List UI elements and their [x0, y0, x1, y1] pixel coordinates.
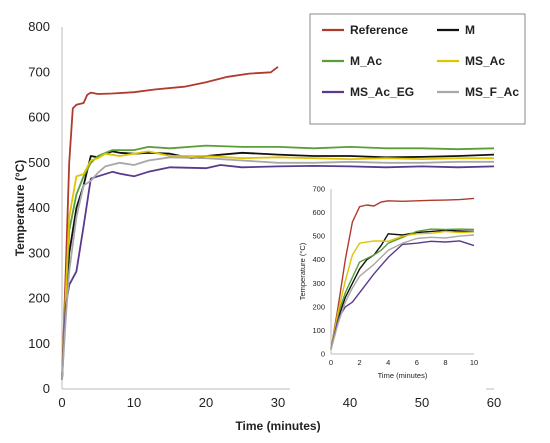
- x-tick-label: 40: [343, 395, 357, 410]
- legend: Reference M M_Ac MS_Ac MS_Ac_EG MS_F_Ac: [309, 13, 526, 125]
- inset-series-ms-ac-eg: [330, 240, 475, 350]
- y-tick-label: 300: [28, 245, 50, 260]
- inset-background: [290, 178, 486, 390]
- x-axis-title: Time (minutes): [235, 419, 320, 433]
- legend-box: [309, 13, 526, 125]
- inset-y-tick-label: 300: [312, 279, 325, 288]
- inset-series-m-ac: [330, 228, 475, 350]
- y-tick-label: 600: [28, 110, 50, 125]
- inset-x-axis-title: Time (minutes): [378, 371, 428, 380]
- y-tick-label: 800: [28, 19, 50, 34]
- x-tick-label: 50: [415, 395, 429, 410]
- inset-x-tick-label: 10: [470, 358, 478, 367]
- inset-x-tick-label: 6: [415, 358, 419, 367]
- series-reference: [61, 66, 279, 380]
- inset-y-tick-label: 700: [312, 185, 325, 194]
- x-tick-label: 30: [271, 395, 285, 410]
- legend-label: Reference: [350, 23, 408, 37]
- x-tick-label: 60: [487, 395, 501, 410]
- x-tick-label: 10: [127, 395, 141, 410]
- inset-x-tick-label: 2: [358, 358, 362, 367]
- inset-series-m: [330, 229, 475, 350]
- x-tick-label: 0: [58, 395, 65, 410]
- inset-x-tick-label: 0: [329, 358, 333, 367]
- series-ms-ac-eg: [61, 164, 495, 380]
- series-ms-f-ac: [61, 156, 494, 380]
- y-tick-label: 200: [28, 291, 50, 306]
- legend-label: M: [465, 23, 475, 37]
- legend-label: MS_Ac_EG: [350, 85, 414, 99]
- y-tick-label: 400: [28, 200, 50, 215]
- main-plot: 0 10 20 30 40 50 600100200300400500600700800Ti…: [13, 19, 501, 433]
- inset-y-tick-label: 100: [312, 326, 325, 335]
- y-tick-label: 700: [28, 64, 50, 79]
- x-tick-label: 20: [199, 395, 213, 410]
- inset-series-ms-ac: [330, 230, 475, 350]
- inset-x-tick-label: 8: [443, 358, 447, 367]
- y-tick-label: 100: [28, 336, 50, 351]
- series-m-ac: [61, 144, 495, 380]
- inset-y-tick-label: 0: [321, 350, 325, 359]
- inset-y-tick-label: 500: [312, 232, 325, 241]
- legend-label: MS_Ac: [465, 54, 505, 68]
- inset-y-axis-title: Temperature (°C): [298, 242, 307, 300]
- inset-y-tick-label: 200: [312, 302, 325, 311]
- inset-y-tick-label: 600: [312, 208, 325, 217]
- inset-x-tick-label: 4: [386, 358, 390, 367]
- y-axis-title: Temperature (°C): [13, 160, 27, 257]
- series-ms-ac: [61, 150, 494, 380]
- y-tick-label: 500: [28, 155, 50, 170]
- inset-series-reference: [330, 197, 475, 350]
- legend-label: MS_F_Ac: [465, 85, 519, 99]
- inset-series-ms-f-ac: [330, 234, 475, 350]
- inset-y-tick-label: 400: [312, 255, 325, 264]
- legend-label: M_Ac: [350, 54, 382, 68]
- y-tick-label: 0: [43, 381, 50, 396]
